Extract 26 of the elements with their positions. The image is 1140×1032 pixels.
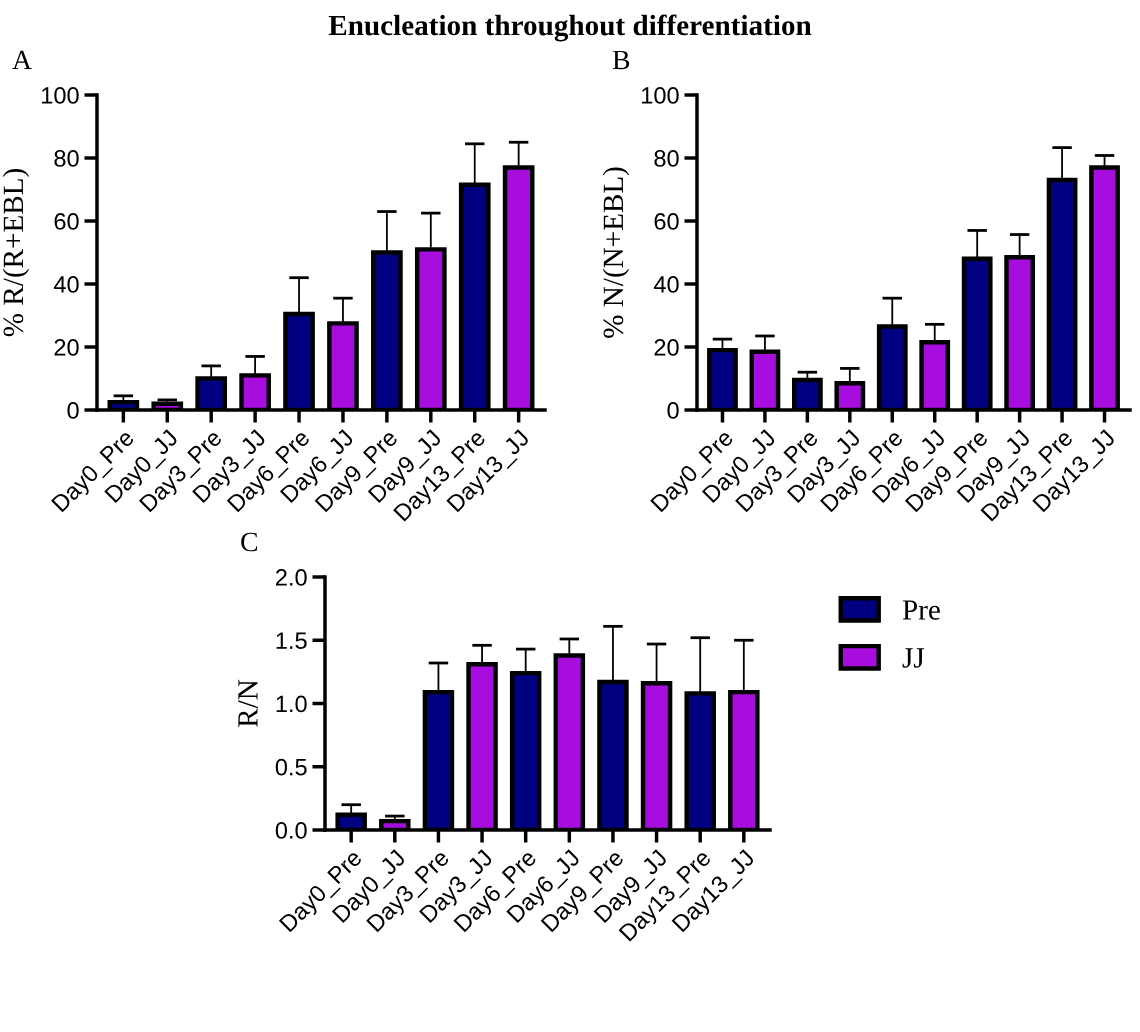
y-tick-label: 0 [667,402,679,419]
legend-label: Pre [902,600,940,620]
y-tick-label: 0.5 [275,758,307,776]
y-tick-label: 0.0 [275,822,307,839]
y-axis-title: % N/(N+EBL) [602,167,630,338]
y-tick-label: 100 [42,87,79,104]
y-tick-label: 0 [67,402,79,419]
y-axis-title: % R/(R+EBL) [2,169,30,337]
chart-subtitle: B [612,50,630,70]
y-tick-label: 60 [54,213,79,230]
y-tick-label: 60 [654,213,679,230]
y-tick-label: 1.5 [276,632,307,650]
y-tick-label: 20 [654,339,679,356]
y-tick-label: 2.0 [276,569,307,586]
y-tick-label: 100 [642,87,679,104]
chart-subtitle: A [12,50,32,70]
y-tick-label: 80 [54,150,79,167]
y-tick-label: 80 [654,150,679,167]
y-tick-label: 20 [54,339,79,356]
chart-subtitle: C [241,532,257,552]
y-tick-label: 1.0 [276,695,307,713]
y-axis-title: R/N [238,679,258,727]
y-tick-label: 40 [653,276,679,293]
legend-label: JJ [902,648,925,668]
chart-title: Enucleation throughout differentiation [328,14,812,42]
y-tick-label: 40 [53,276,79,293]
